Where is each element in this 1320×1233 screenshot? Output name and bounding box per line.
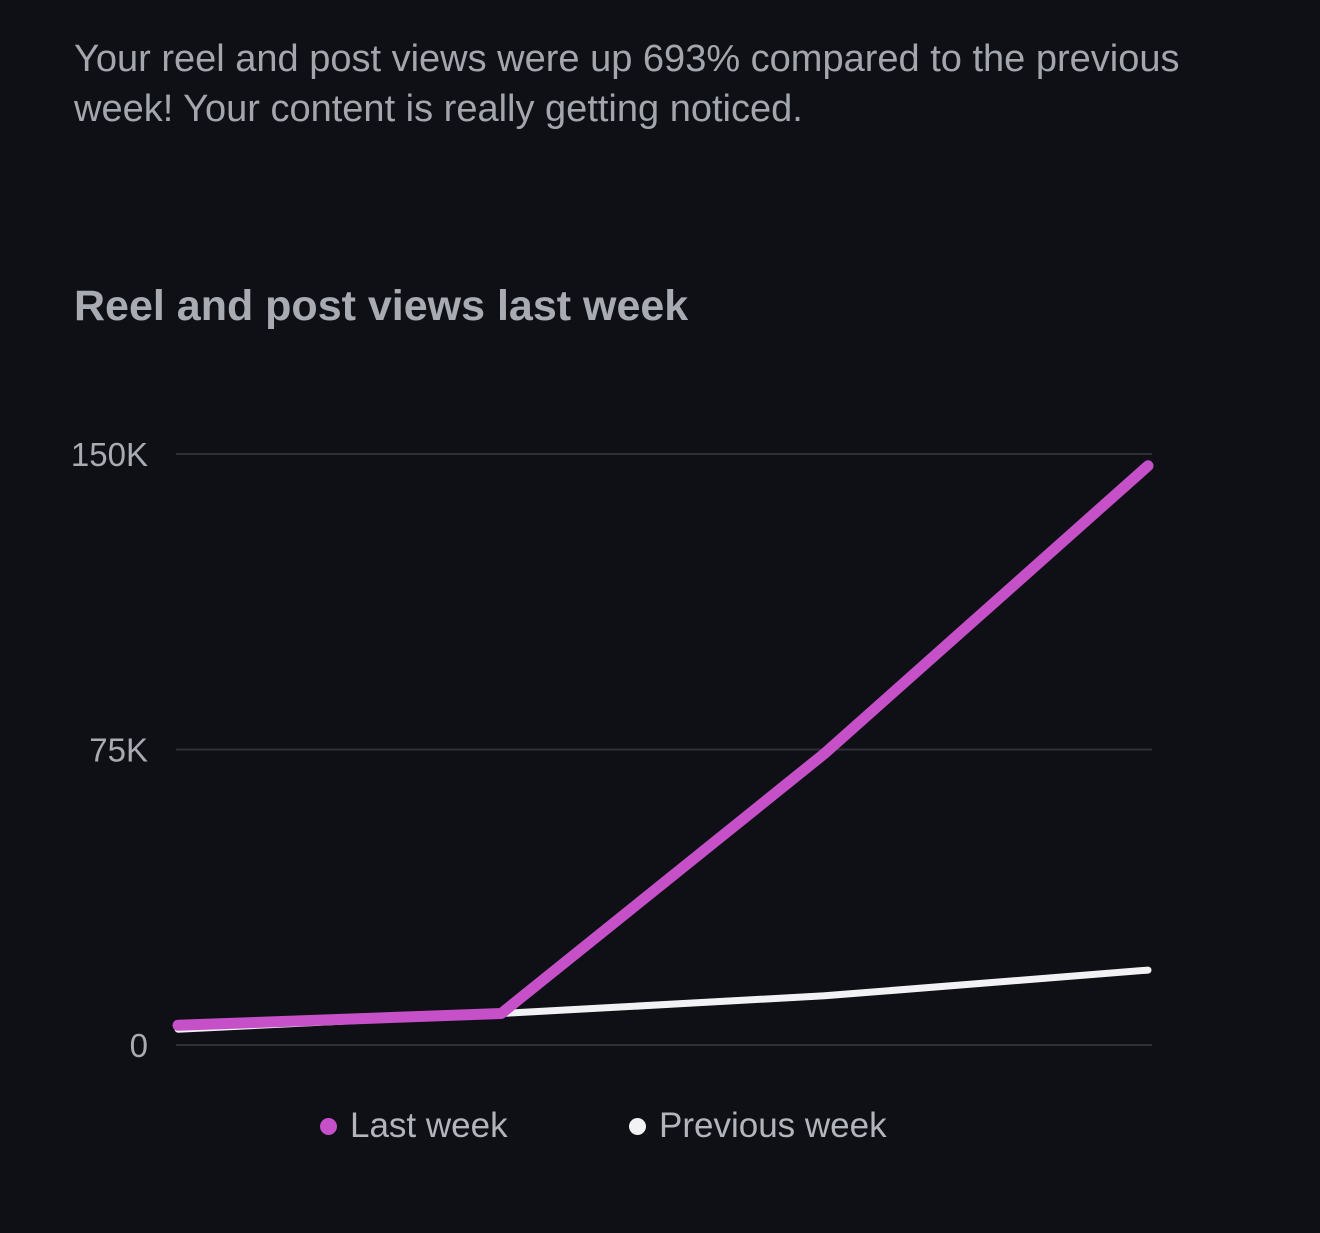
- legend-dot-last-week: [320, 1117, 337, 1135]
- summary-text: Your reel and post views were up 693% co…: [74, 38, 1180, 130]
- chart-title: Reel and post views last week: [74, 282, 689, 330]
- legend-item-previous-week: Previous week: [629, 1106, 887, 1146]
- series-line-last-week: [172, 460, 1154, 1031]
- legend-dot-previous-week: [629, 1117, 646, 1135]
- y-tick-label-75k: 75K: [89, 732, 148, 769]
- y-axis-ticks: 0 75K 150K: [71, 436, 148, 1064]
- series-lines: [172, 460, 1154, 1033]
- legend-label-last-week: Last week: [350, 1106, 508, 1145]
- legend-item-last-week: Last week: [320, 1106, 508, 1146]
- y-tick-label-0: 0: [130, 1027, 148, 1064]
- grid-lines: [176, 453, 1152, 1046]
- y-tick-label-150k: 150K: [71, 436, 148, 473]
- chart-legend: Last week Previous week: [0, 1106, 1320, 1150]
- legend-label-previous-week: Previous week: [659, 1106, 887, 1145]
